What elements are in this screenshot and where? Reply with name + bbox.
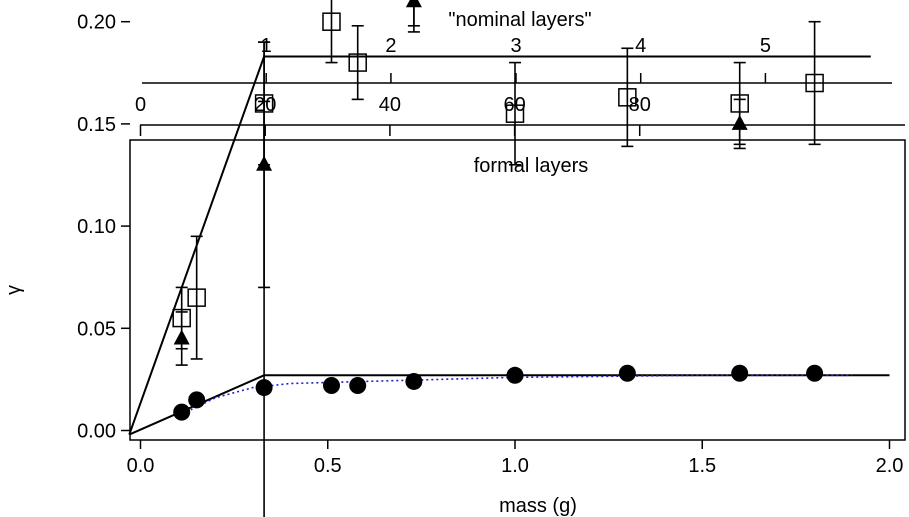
x-axis-label: mass (g) bbox=[499, 495, 577, 517]
formal-layers-tick-label: 40 bbox=[379, 94, 401, 116]
filled-circle-point bbox=[349, 377, 367, 395]
formal-layers-tick-label: 20 bbox=[254, 94, 276, 116]
open-square-point bbox=[348, 53, 367, 72]
y-tick-label: 0.20 bbox=[77, 12, 116, 34]
y-tick-label: 0.05 bbox=[77, 318, 116, 340]
formal-layers-tick-label: 0 bbox=[135, 94, 146, 116]
open-square-point bbox=[618, 88, 637, 107]
filled-circle-point bbox=[618, 364, 636, 382]
y-axis-label: γ bbox=[3, 285, 25, 295]
y-tick-label: 0.10 bbox=[77, 216, 116, 238]
filled-triangle-point bbox=[731, 114, 748, 130]
nominal-layers-tick-label: 3 bbox=[510, 35, 521, 57]
filled-circle-point bbox=[731, 364, 749, 382]
nominal-layers-axis-label: "nominal layers" bbox=[448, 9, 591, 31]
filled-circle-point bbox=[173, 403, 191, 421]
filled-circle-point bbox=[322, 377, 340, 395]
filled-circle-point bbox=[806, 364, 824, 382]
plot-frame bbox=[129, 139, 906, 441]
open-square-point bbox=[805, 73, 824, 93]
formal-layers-tick-label: 80 bbox=[629, 94, 651, 116]
x-tick-label: 1.0 bbox=[501, 455, 529, 477]
filled-circle-point bbox=[188, 391, 206, 409]
y-tick-label: 0.15 bbox=[77, 114, 116, 136]
filled-circle-point bbox=[405, 372, 423, 390]
fit-line bbox=[128, 374, 890, 436]
x-tick-label: 2.0 bbox=[876, 455, 904, 477]
x-tick-label: 1.5 bbox=[688, 455, 716, 477]
x-tick-label: 0.0 bbox=[127, 455, 155, 477]
open-square-point bbox=[187, 288, 206, 307]
nominal-layers-tick-label: 2 bbox=[385, 35, 396, 57]
open-square-point bbox=[322, 12, 341, 31]
filled-triangle-point bbox=[405, 0, 422, 8]
filled-circle-point bbox=[506, 366, 524, 384]
y-tick-label: 0.00 bbox=[77, 421, 116, 443]
formal-layers-axis-label: formal layers bbox=[474, 155, 588, 177]
filled-circle-point bbox=[255, 379, 273, 397]
nominal-layers-tick-label: 5 bbox=[760, 35, 771, 57]
nominal-layers-tick-label: 4 bbox=[635, 35, 646, 57]
x-tick-label: 0.5 bbox=[314, 455, 342, 477]
filled-triangle-point bbox=[173, 329, 190, 345]
nominal-layers-tick-label: 1 bbox=[261, 35, 272, 57]
open-square-point bbox=[505, 104, 525, 123]
fit-line bbox=[128, 55, 871, 435]
